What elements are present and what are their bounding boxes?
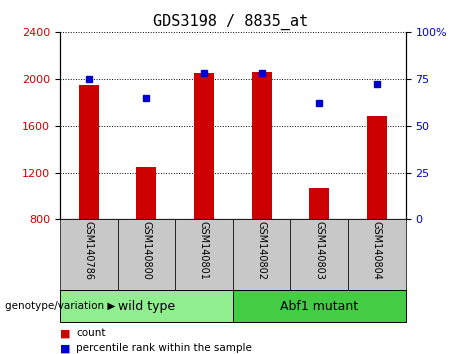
- Bar: [79, 85, 99, 219]
- Text: GDS3198 / 8835_at: GDS3198 / 8835_at: [153, 14, 308, 30]
- Text: Abf1 mutant: Abf1 mutant: [280, 300, 358, 313]
- Text: wild type: wild type: [118, 300, 175, 313]
- Bar: [309, 188, 329, 219]
- Bar: [252, 72, 272, 219]
- Text: GSM140800: GSM140800: [142, 221, 151, 280]
- Text: GSM140804: GSM140804: [372, 221, 382, 280]
- Text: ■: ■: [60, 343, 71, 353]
- Bar: [367, 116, 387, 219]
- Text: GSM140802: GSM140802: [257, 221, 266, 280]
- Text: ■: ■: [60, 328, 71, 338]
- Text: GSM140803: GSM140803: [314, 221, 324, 280]
- Bar: [136, 167, 156, 219]
- Text: GSM140786: GSM140786: [84, 221, 94, 280]
- Text: percentile rank within the sample: percentile rank within the sample: [76, 343, 252, 353]
- Text: count: count: [76, 328, 106, 338]
- Text: genotype/variation ▶: genotype/variation ▶: [5, 301, 115, 311]
- Bar: [194, 73, 214, 219]
- Text: GSM140801: GSM140801: [199, 221, 209, 280]
